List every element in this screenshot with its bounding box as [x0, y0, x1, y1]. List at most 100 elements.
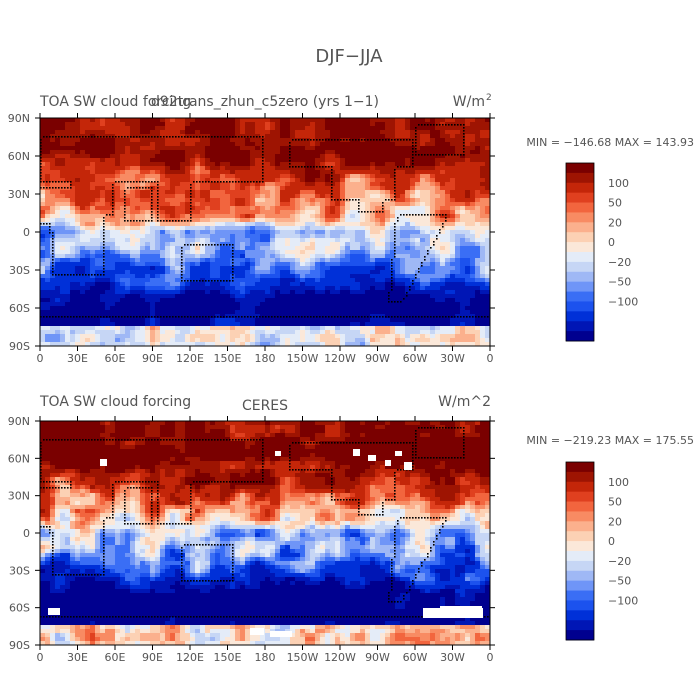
field-cell [275, 138, 281, 143]
field-cell [215, 250, 221, 255]
field-cell [280, 314, 286, 319]
field-cell [450, 222, 456, 227]
field-cell [105, 322, 111, 327]
field-cell [215, 286, 221, 291]
field-cell [300, 194, 306, 199]
field-cell [265, 214, 271, 219]
field-cell [300, 290, 306, 295]
field-cell [290, 262, 296, 267]
field-cell [175, 318, 181, 323]
field-cell [115, 162, 121, 167]
field-cell [335, 166, 341, 171]
field-cell [65, 210, 71, 215]
field-cell [240, 246, 246, 251]
field-cell [85, 130, 91, 135]
field-cell [125, 334, 131, 339]
field-cell [125, 170, 131, 175]
field-cell [60, 246, 66, 251]
field-cell [215, 334, 221, 339]
field-cell [380, 186, 386, 191]
field-cell [70, 174, 76, 179]
field-cell [315, 174, 321, 179]
field-cell [430, 274, 436, 279]
field-cell [410, 186, 416, 191]
field-cell [60, 186, 66, 191]
field-cell [330, 246, 336, 251]
field-cell [360, 118, 366, 123]
field-cell [85, 306, 91, 311]
field-cell [205, 190, 211, 195]
field-cell [255, 306, 261, 311]
field-cell [195, 290, 201, 295]
field-cell [105, 230, 111, 235]
field-cell [105, 234, 111, 239]
field-cell [310, 298, 316, 303]
field-cell [475, 254, 481, 259]
field-cell [405, 262, 411, 267]
field-cell [305, 230, 311, 235]
field-cell [85, 318, 91, 323]
field-cell [345, 238, 351, 243]
field-cell [145, 190, 151, 195]
field-cell [340, 290, 346, 295]
field-cell [465, 278, 471, 283]
field-cell [130, 318, 136, 323]
field-cell [95, 230, 101, 235]
field-cell [420, 330, 426, 335]
field-cell [40, 134, 46, 139]
field-cell [140, 158, 146, 163]
field-cell [100, 198, 106, 203]
field-cell [295, 174, 301, 179]
field-cell [415, 306, 421, 311]
field-cell [100, 162, 106, 167]
field-cell [270, 146, 276, 151]
field-cell [470, 290, 476, 295]
field-cell [375, 202, 381, 207]
field-cell [180, 270, 186, 275]
field-cell [205, 138, 211, 143]
field-cell [345, 258, 351, 263]
field-cell [260, 230, 266, 235]
field-cell [175, 210, 181, 215]
field-cell [255, 194, 261, 199]
field-cell [455, 166, 461, 171]
field-cell [225, 294, 231, 299]
field-cell [40, 174, 46, 179]
field-cell [65, 170, 71, 175]
field-cell [55, 242, 61, 247]
field-cell [110, 258, 116, 263]
field-cell [485, 306, 490, 311]
field-cell [470, 158, 476, 163]
field-cell [205, 126, 211, 131]
field-cell [235, 178, 241, 183]
field-cell [305, 234, 311, 239]
field-cell [145, 266, 151, 271]
field-cell [390, 306, 396, 311]
field-cell [425, 202, 431, 207]
field-cell [100, 186, 106, 191]
field-cell [195, 182, 201, 187]
field-cell [425, 186, 431, 191]
field-cell [480, 302, 486, 307]
field-cell [260, 122, 266, 127]
field-cell [115, 298, 121, 303]
field-cell [475, 334, 481, 339]
field-cell [40, 254, 46, 259]
field-cell [215, 258, 221, 263]
field-cell [240, 202, 246, 207]
field-cell [220, 250, 226, 255]
field-cell [250, 190, 256, 195]
field-cell [230, 250, 236, 255]
field-cell [215, 174, 221, 179]
field-cell [395, 274, 401, 279]
field-cell [150, 186, 156, 191]
field-cell [120, 210, 126, 215]
field-cell [350, 206, 356, 211]
field-cell [265, 190, 271, 195]
field-cell [260, 182, 266, 187]
field-cell [280, 162, 286, 167]
field-cell [315, 218, 321, 223]
field-cell [230, 162, 236, 167]
field-cell [75, 314, 81, 319]
field-cell [415, 130, 421, 135]
